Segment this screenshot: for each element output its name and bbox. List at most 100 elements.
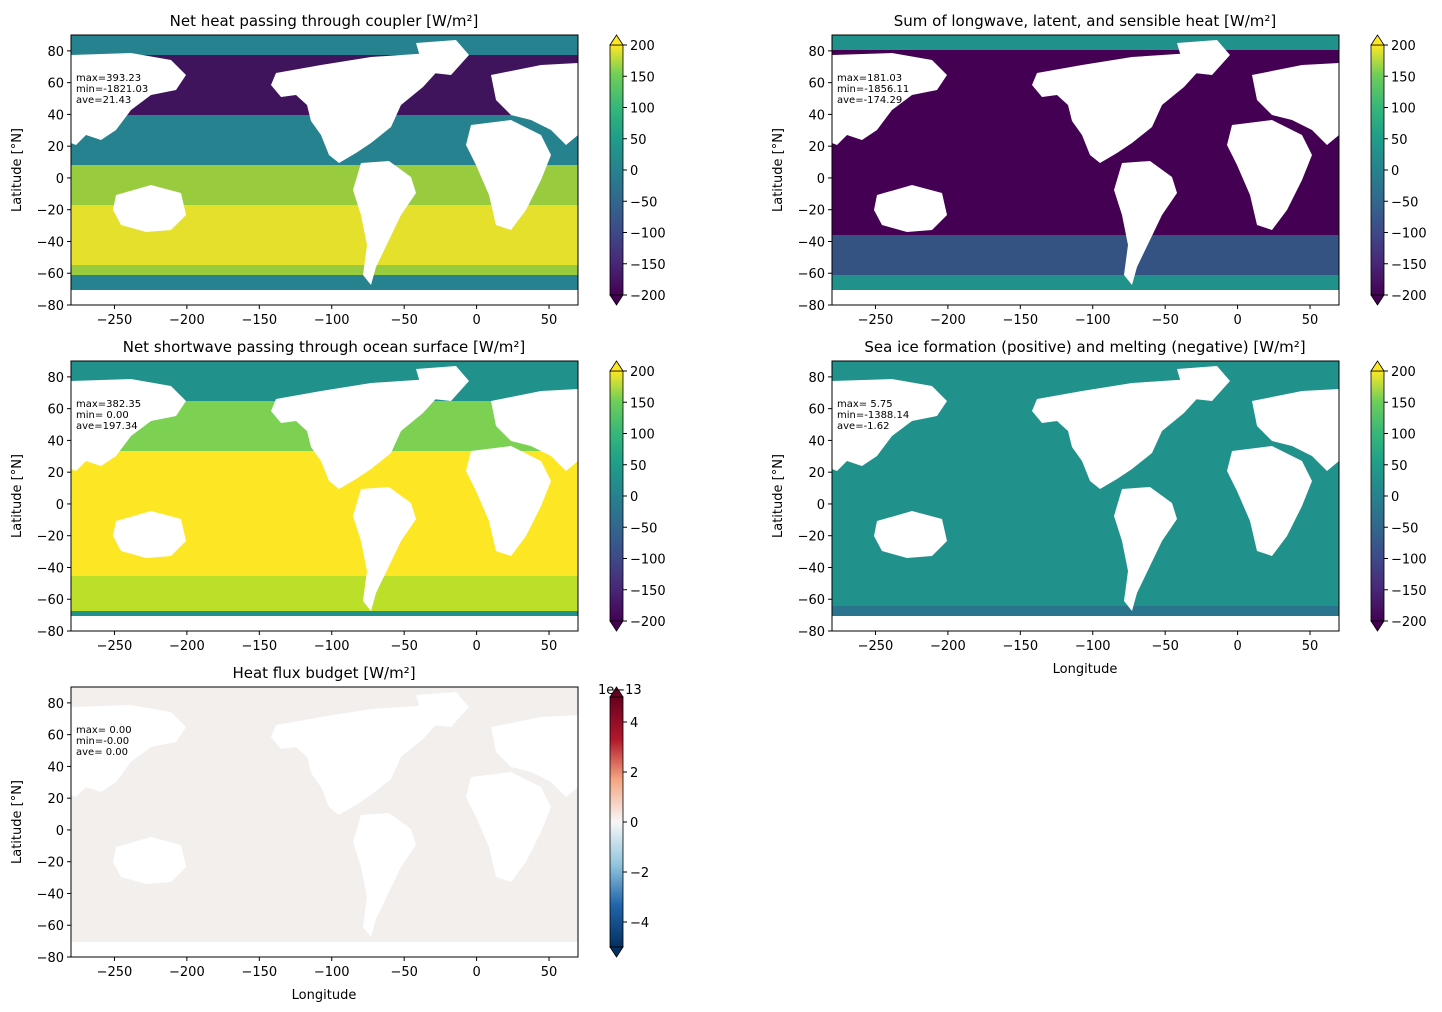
colorbar-tick-label: −150 [1391,258,1427,273]
x-tick-label: −50 [390,639,417,654]
colorbar-tick-label: −100 [1391,553,1427,568]
x-tick-label: 50 [1302,313,1319,328]
y-tick-label: −40 [37,561,64,576]
panel-3-yticks: −80 −60 −40 −20 0 20 40 60 80 [37,371,71,640]
panel-3-ylabel: Latitude [°N] [10,454,25,538]
colorbar-tick-label: 200 [1391,39,1416,54]
y-tick-label: 20 [47,140,64,155]
x-tick-label: −100 [1075,313,1111,328]
panel-5-xlabel: Longitude [292,988,357,1003]
x-tick-label: −250 [97,313,133,328]
panel-5-stat-ave: ave= 0.00 [76,747,128,758]
y-tick-label: 40 [47,108,64,123]
panel-4-ylabel: Latitude [°N] [771,454,786,538]
y-tick-label: 40 [47,434,64,449]
panel-5-ylabel: Latitude [°N] [10,780,25,864]
x-tick-label: −250 [97,965,133,980]
colorbar-tick-label: 100 [630,428,655,443]
panel-5: Heat flux budget [W/m²] max= 0.00 min=-0… [10,664,579,1003]
colorbar-tick-label: 150 [630,70,655,85]
colorbar-tick-label: −200 [1391,615,1427,630]
x-tick-label: −150 [241,639,277,654]
colorbar-tick-label: −50 [630,195,657,210]
panel-4-title: Sea ice formation (positive) and melting… [864,338,1305,356]
colorbar-tick-label: 200 [630,39,655,54]
panel-1-stat-ave: ave=21.43 [76,95,131,106]
y-tick-label: 0 [56,824,64,839]
x-tick-label: 0 [472,639,480,654]
x-tick-label: −200 [930,313,966,328]
colorbar-tick-label: −200 [1391,289,1427,304]
colorbar-tick-label: 50 [630,133,647,148]
x-tick-label: −150 [1002,639,1038,654]
x-tick-label: −100 [314,965,350,980]
colorbar-tick-label: −200 [630,615,666,630]
panel-5-xticks: −250 −200 −150 −100 −50 0 50 [97,957,558,980]
panel-1-ylabel: Latitude [°N] [10,128,25,212]
x-tick-label: 0 [472,965,480,980]
y-tick-label: 40 [47,760,64,775]
y-tick-label: −80 [37,951,64,966]
panel-5-stat-max: max= 0.00 [76,725,132,736]
x-tick-label: 50 [541,965,558,980]
y-tick-label: 0 [817,172,825,187]
y-tick-label: 60 [47,403,64,418]
y-tick-label: −40 [798,235,825,250]
y-tick-label: −60 [798,267,825,282]
colorbar-tick-label: 50 [630,459,647,474]
x-tick-label: −150 [1002,313,1038,328]
y-tick-label: 0 [817,498,825,513]
panel-4-stat-min: min=-1388.14 [837,410,909,421]
x-tick-label: −100 [314,313,350,328]
colorbar-tick-label: 200 [630,365,655,380]
panel-2-stat-ave: ave=-174.29 [837,95,902,106]
panel-4-xticks: −250 −200 −150 −100 −50 0 50 [858,631,1319,654]
y-tick-label: −80 [37,625,64,640]
panel-2-colorbar: 200 150 100 50 0 −50 −100 −150 −200 [1370,34,1427,306]
y-tick-label: −20 [37,856,64,871]
colorbar-tick-label: −4 [630,916,649,931]
panel-4: Sea ice formation (positive) and melting… [771,338,1340,677]
colorbar-tick-label: 100 [1391,428,1416,443]
y-tick-label: −60 [37,593,64,608]
panel-3-colorbar: 200 150 100 50 0 −50 −100 −150 −200 [609,360,666,632]
panel-2-title: Sum of longwave, latent, and sensible he… [894,12,1277,30]
y-tick-label: 60 [47,729,64,744]
x-tick-label: 50 [1302,639,1319,654]
panel-3-stat-min: min= 0.00 [76,410,129,421]
y-tick-label: 80 [808,45,825,60]
x-tick-label: −200 [169,965,205,980]
panel-1-xticks: −250 −200 −150 −100 −50 0 50 [97,305,557,328]
x-tick-label: −250 [858,639,894,654]
y-tick-label: −40 [37,235,64,250]
colorbar-tick-label: 200 [1391,365,1416,380]
colorbar-tick-label: 150 [1391,396,1416,411]
y-tick-label: 0 [56,172,64,187]
y-tick-label: 20 [47,792,64,807]
x-tick-label: −50 [1151,313,1178,328]
x-tick-label: −200 [169,639,205,654]
x-tick-label: −200 [169,313,205,328]
x-tick-label: −250 [858,313,894,328]
y-tick-label: 60 [47,77,64,92]
y-tick-label: −80 [798,299,825,314]
y-tick-label: −60 [37,919,64,934]
panel-4-yticks: −80 −60 −40 −20 0 20 40 60 80 [798,371,832,640]
y-tick-label: −20 [37,204,64,219]
colorbar-tick-label: −100 [630,553,666,568]
panel-4-stat-max: max= 5.75 [837,399,893,410]
x-tick-label: −100 [314,639,350,654]
panel-2-xticks: −250 −200 −150 −100 −50 0 50 [858,305,1319,328]
colorbar-tick-label: 2 [630,766,638,781]
colorbar-tick-label: 100 [1391,102,1416,117]
colorbar-tick-label: −50 [1391,195,1418,210]
panel-1-stat-max: max=393.23 [76,73,141,84]
y-tick-label: −40 [798,561,825,576]
panel-4-stat-ave: ave=-1.62 [837,421,889,432]
colorbar-tick-label: 0 [1391,164,1399,179]
panel-1: Net heat passing through coupler [W/m²] … [10,12,579,328]
x-tick-label: 0 [1233,313,1241,328]
colorbar-tick-label: −2 [630,866,649,881]
x-tick-label: 50 [541,639,558,654]
